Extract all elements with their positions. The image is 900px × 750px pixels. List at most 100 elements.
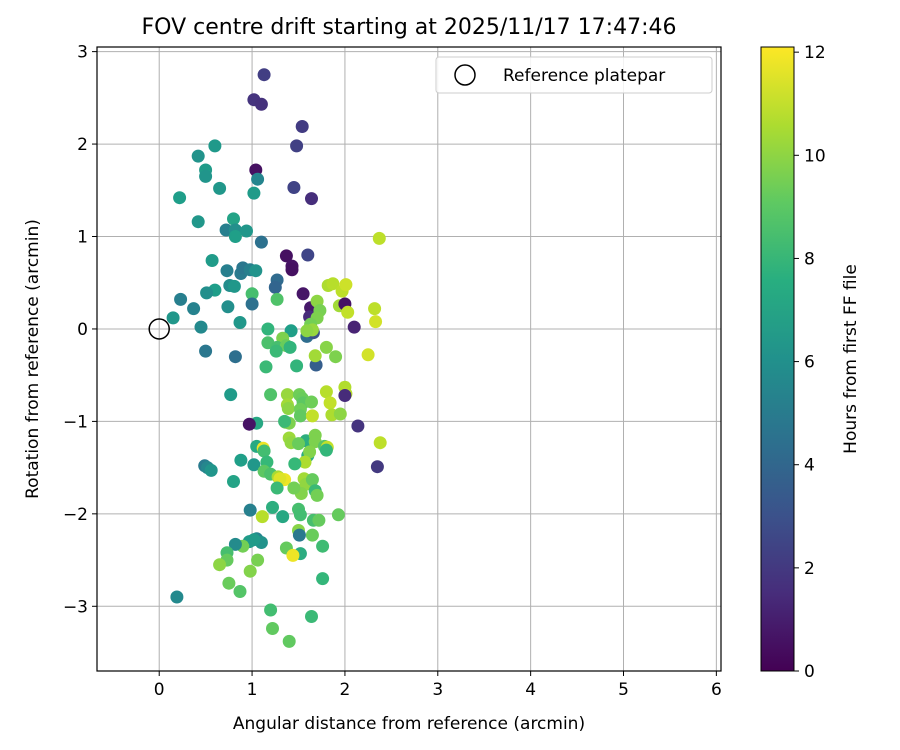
- data-point: [283, 340, 297, 354]
- legend-marker: [454, 64, 476, 86]
- data-point: [312, 513, 326, 527]
- data-point: [341, 305, 355, 319]
- colorbar-tick-label: 2: [804, 559, 815, 579]
- data-point: [305, 395, 318, 409]
- colorbar-tick-label: 10: [804, 146, 826, 166]
- data-point: [227, 475, 240, 488]
- y-axis: −3 −2 −1 0 1 2 3: [63, 43, 97, 617]
- data-point: [245, 297, 259, 311]
- y-tick-label: −2: [63, 505, 88, 525]
- data-point: [373, 436, 387, 450]
- data-point: [287, 181, 301, 194]
- data-point: [228, 537, 242, 551]
- data-point: [255, 510, 269, 524]
- data-point: [270, 292, 284, 306]
- colorbar-tick-label: 12: [804, 43, 826, 63]
- x-tick-label: 5: [618, 680, 629, 700]
- data-point: [281, 402, 295, 415]
- data-point: [288, 457, 302, 471]
- data-point: [284, 324, 298, 338]
- y-tick-label: 1: [77, 228, 88, 248]
- data-point: [249, 264, 263, 278]
- data-point: [191, 149, 205, 163]
- data-point: [222, 576, 236, 590]
- data-point: [243, 564, 257, 578]
- data-point: [173, 191, 187, 205]
- data-point: [319, 385, 333, 399]
- x-tick-label: 6: [711, 680, 722, 700]
- data-point: [221, 300, 235, 314]
- data-point: [242, 417, 256, 431]
- legend-label: Reference platepar: [503, 66, 665, 86]
- data-point: [305, 528, 319, 542]
- data-point: [292, 437, 305, 451]
- colorbar: 0 2 4 6 8 10 12 Hours from first FF file: [760, 43, 861, 682]
- data-point: [319, 340, 333, 354]
- data-point: [228, 230, 242, 243]
- data-point: [295, 120, 309, 133]
- colorbar-tick-label: 6: [804, 353, 815, 373]
- data-point: [300, 324, 314, 338]
- data-point: [290, 359, 304, 373]
- data-point: [254, 235, 268, 249]
- data-point: [233, 316, 247, 329]
- data-point: [298, 455, 312, 469]
- colorbar-tick-label: 4: [804, 456, 815, 476]
- data-point: [228, 350, 242, 364]
- colorbar-tick-label: 8: [804, 249, 815, 269]
- data-point: [247, 533, 261, 547]
- y-axis-label: Rotation from reference (arcmin): [23, 219, 43, 499]
- data-point: [339, 278, 353, 292]
- data-point: [174, 292, 188, 306]
- data-point: [305, 473, 319, 487]
- data-point: [240, 224, 253, 238]
- data-point: [245, 287, 259, 301]
- data-point: [266, 622, 279, 635]
- data-point: [170, 590, 184, 604]
- data-point: [333, 407, 347, 421]
- data-point: [199, 169, 213, 183]
- data-point: [257, 444, 271, 458]
- data-point: [270, 481, 284, 495]
- colorbar-label: Hours from first FF file: [841, 264, 861, 454]
- data-points: [166, 68, 387, 648]
- data-point: [224, 388, 238, 402]
- data-point: [305, 192, 318, 206]
- data-point: [204, 463, 218, 477]
- data-point: [233, 585, 247, 598]
- data-point: [319, 443, 333, 457]
- data-point: [257, 68, 271, 82]
- data-point: [370, 460, 384, 474]
- x-axis: 0 1 2 3 4 5 6: [154, 671, 722, 700]
- data-point: [199, 344, 213, 358]
- data-point: [285, 263, 299, 277]
- x-tick-label: 3: [432, 680, 443, 700]
- data-point: [280, 388, 294, 402]
- data-point: [369, 315, 383, 329]
- data-point: [261, 322, 275, 336]
- legend-box: [435, 56, 713, 94]
- data-point: [329, 350, 343, 364]
- data-point: [227, 279, 241, 293]
- data-point: [347, 320, 361, 334]
- data-point: [254, 97, 268, 111]
- data-point: [316, 572, 330, 586]
- data-point: [251, 172, 265, 186]
- data-point: [227, 212, 240, 226]
- data-point: [292, 528, 306, 542]
- data-point: [213, 181, 227, 195]
- data-point: [316, 539, 330, 553]
- data-point: [191, 215, 205, 229]
- data-point: [368, 302, 382, 316]
- data-point: [296, 287, 310, 301]
- chart-title: FOV centre drift starting at 2025/11/17 …: [142, 15, 677, 40]
- data-point: [310, 488, 324, 502]
- data-point: [213, 558, 227, 572]
- data-point: [276, 510, 290, 524]
- data-point: [278, 414, 292, 428]
- data-point: [326, 277, 340, 291]
- reference-point: [148, 318, 170, 340]
- data-point: [305, 610, 318, 623]
- data-point: [293, 508, 307, 522]
